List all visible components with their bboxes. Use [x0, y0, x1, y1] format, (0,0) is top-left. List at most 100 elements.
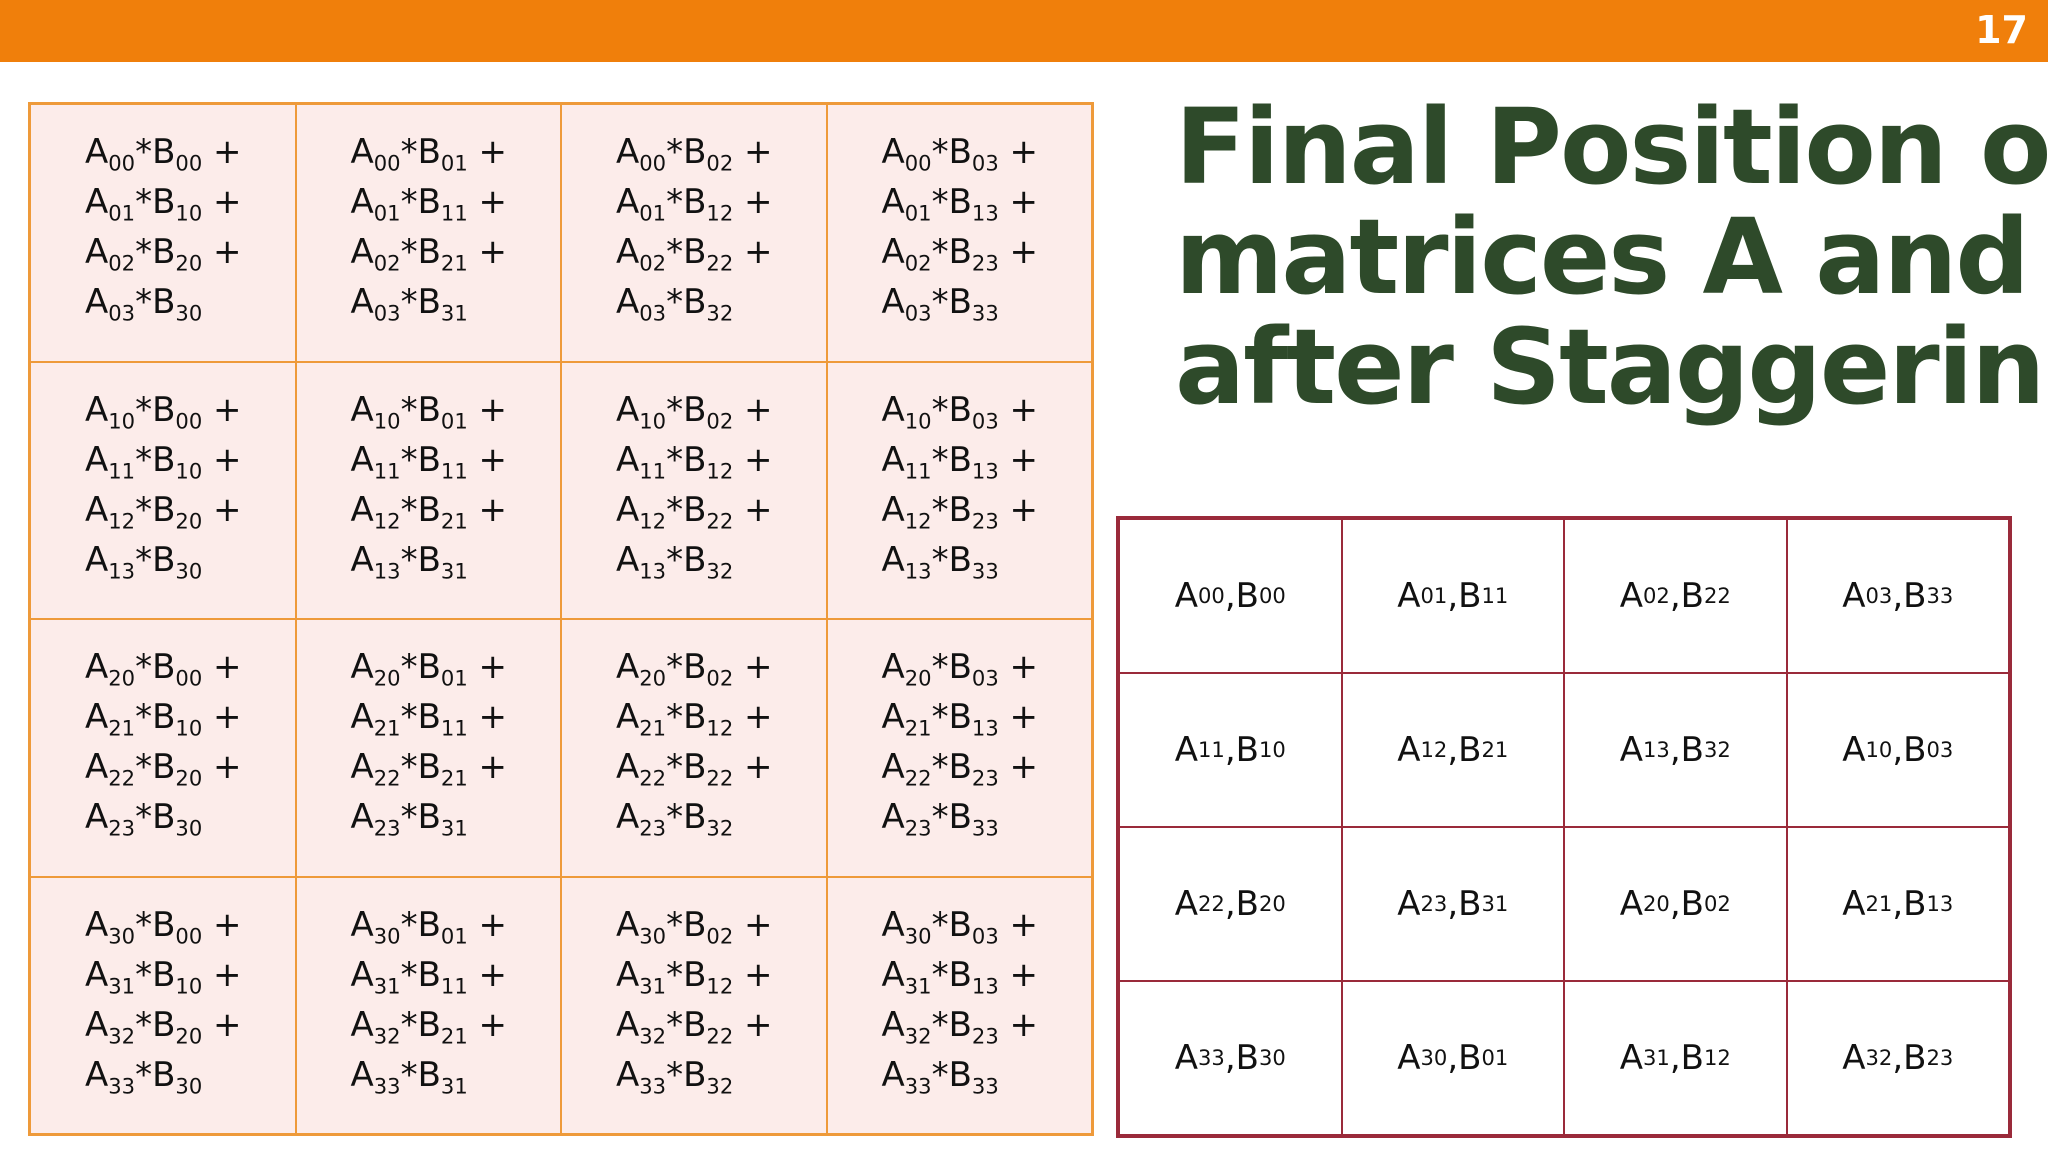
- multiply-sign: *: [666, 1004, 684, 1045]
- multiply-sign: *: [400, 1054, 418, 1095]
- matrix-b-index: 20: [175, 507, 203, 533]
- plus-sign: +: [733, 439, 773, 480]
- product-term: A32*B23 +: [882, 1000, 1092, 1050]
- matrix-a-letter: A: [350, 539, 374, 580]
- matrix-a-index: 12: [108, 507, 136, 533]
- comma: ,: [1669, 884, 1681, 924]
- matrix-a-index: 10: [108, 407, 136, 433]
- matrix-a-letter: A: [1174, 1038, 1198, 1078]
- plus-sign: +: [467, 1004, 508, 1045]
- staggered-cell: A 11, B 10: [1119, 673, 1342, 827]
- slide-title: Final Position of matrices A and B after…: [1175, 92, 2048, 428]
- plus-sign: +: [998, 647, 1039, 687]
- matrix-a-letter: A: [85, 132, 109, 172]
- matrix-a-index: 11: [639, 457, 667, 483]
- staggered-cell: A 33, B 30: [1119, 981, 1342, 1135]
- matrix-b-index: 11: [440, 972, 468, 998]
- multiply-sign: *: [400, 282, 418, 322]
- matrix-a-index: 23: [108, 815, 136, 841]
- matrix-b-letter: B: [948, 797, 972, 837]
- multiply-sign: *: [135, 697, 153, 737]
- multiply-sign: *: [931, 439, 949, 480]
- plus-sign: +: [202, 182, 242, 222]
- comma: ,: [1669, 1038, 1681, 1078]
- plus-sign: +: [202, 647, 242, 687]
- matrix-a-letter: A: [350, 282, 374, 322]
- matrix-b-letter: B: [417, 489, 441, 530]
- matrix-b-letter: B: [1680, 730, 1704, 770]
- matrix-b-letter: B: [1903, 884, 1927, 924]
- plus-sign: +: [998, 132, 1039, 172]
- matrix-b-index: 30: [175, 300, 203, 326]
- multiply-sign: *: [666, 232, 684, 272]
- matrix-b-index: 13: [971, 200, 999, 226]
- matrix-b-index: 23: [971, 507, 999, 533]
- matrix-a-letter: A: [85, 182, 109, 222]
- sum-cell: A00*B00 + A01*B10 + A02*B20 + A03*B30: [30, 104, 296, 362]
- comma: ,: [1669, 576, 1681, 616]
- matrix-b-index: 01: [440, 665, 468, 691]
- matrix-a-index: 20: [108, 665, 136, 691]
- matrix-b-index: 23: [971, 250, 999, 276]
- product-term: A30*B03 +: [882, 900, 1092, 950]
- product-term: A10*B03 +: [882, 385, 1092, 435]
- staggered-position-grid: A 00, B 00 A 01, B 11 A 02, B 22 A 03, B 33 A 11, B 10 A 12, B…: [1116, 516, 2012, 1138]
- multiply-sign: *: [135, 282, 153, 322]
- matrix-b-letter: B: [152, 697, 176, 737]
- matrix-a-letter: A: [1174, 730, 1198, 770]
- matrix-b-letter: B: [1458, 576, 1482, 616]
- matrix-b-letter: B: [152, 282, 176, 322]
- sum-cell: A00*B03 + A01*B13 + A02*B23 + A03*B33: [826, 104, 1092, 362]
- matrix-a-index: 23: [639, 815, 667, 841]
- sum-cell: A30*B02 + A31*B12 + A32*B22 + A33*B32: [561, 876, 827, 1134]
- matrix-b-letter: B: [683, 489, 707, 530]
- comma: ,: [1224, 730, 1236, 770]
- title-line-3: after Staggering: [1175, 306, 2048, 428]
- staggered-cell: A 20, B 02: [1564, 827, 1787, 981]
- matrix-b-letter: B: [152, 647, 176, 687]
- matrix-a-index: 21: [373, 715, 401, 741]
- sum-cell: A20*B02 + A21*B12 + A22*B22 + A23*B32: [561, 619, 827, 877]
- matrix-a-letter: A: [881, 1054, 905, 1095]
- sum-cell: A20*B00 + A21*B10 + A22*B20 + A23*B30: [30, 619, 296, 877]
- matrix-a-letter: A: [616, 697, 640, 737]
- matrix-a-index: 00: [639, 150, 667, 176]
- matrix-b-letter: B: [152, 954, 176, 995]
- sum-cell: A30*B01 + A31*B11 + A32*B21 + A33*B31: [295, 876, 561, 1134]
- multiply-sign: *: [135, 904, 153, 945]
- matrix-b-index: 30: [175, 1072, 203, 1098]
- matrix-a-letter: A: [881, 904, 905, 945]
- matrix-a-letter: A: [616, 954, 640, 995]
- product-term: A32*B20 +: [85, 1000, 295, 1050]
- matrix-b-letter: B: [152, 747, 176, 787]
- matrix-a-letter: A: [85, 697, 109, 737]
- matrix-a-index: 31: [639, 972, 667, 998]
- multiply-sign: *: [931, 697, 949, 737]
- matrix-a-index: 01: [108, 200, 136, 226]
- matrix-b-index: 32: [706, 557, 734, 583]
- matrix-a-letter: A: [350, 132, 374, 172]
- matrix-b-index: 00: [175, 150, 203, 176]
- matrix-a-index: 02: [639, 250, 667, 276]
- matrix-b-letter: B: [417, 389, 441, 430]
- plus-sign: +: [467, 904, 508, 945]
- multiply-sign: *: [666, 132, 684, 172]
- matrix-a-letter: A: [881, 182, 905, 222]
- matrix-b-letter: B: [152, 489, 176, 530]
- plus-sign: +: [733, 232, 773, 272]
- matrix-b-index: 10: [175, 715, 203, 741]
- matrix-a-letter: A: [616, 1054, 640, 1095]
- matrix-b-index: 11: [440, 457, 468, 483]
- multiply-sign: *: [135, 489, 153, 530]
- plus-sign: +: [202, 954, 242, 995]
- matrix-a-index: 00: [904, 150, 932, 176]
- matrix-b-letter: B: [948, 747, 972, 787]
- plus-sign: +: [467, 747, 508, 787]
- product-term: A22*B22 +: [616, 742, 826, 792]
- matrix-b-index: 20: [175, 1022, 203, 1048]
- plus-sign: +: [998, 389, 1039, 430]
- matrix-b-letter: B: [683, 904, 707, 945]
- product-term: A31*B10 +: [85, 950, 295, 1000]
- matrix-b-letter: B: [152, 1004, 176, 1045]
- multiply-sign: *: [135, 539, 153, 580]
